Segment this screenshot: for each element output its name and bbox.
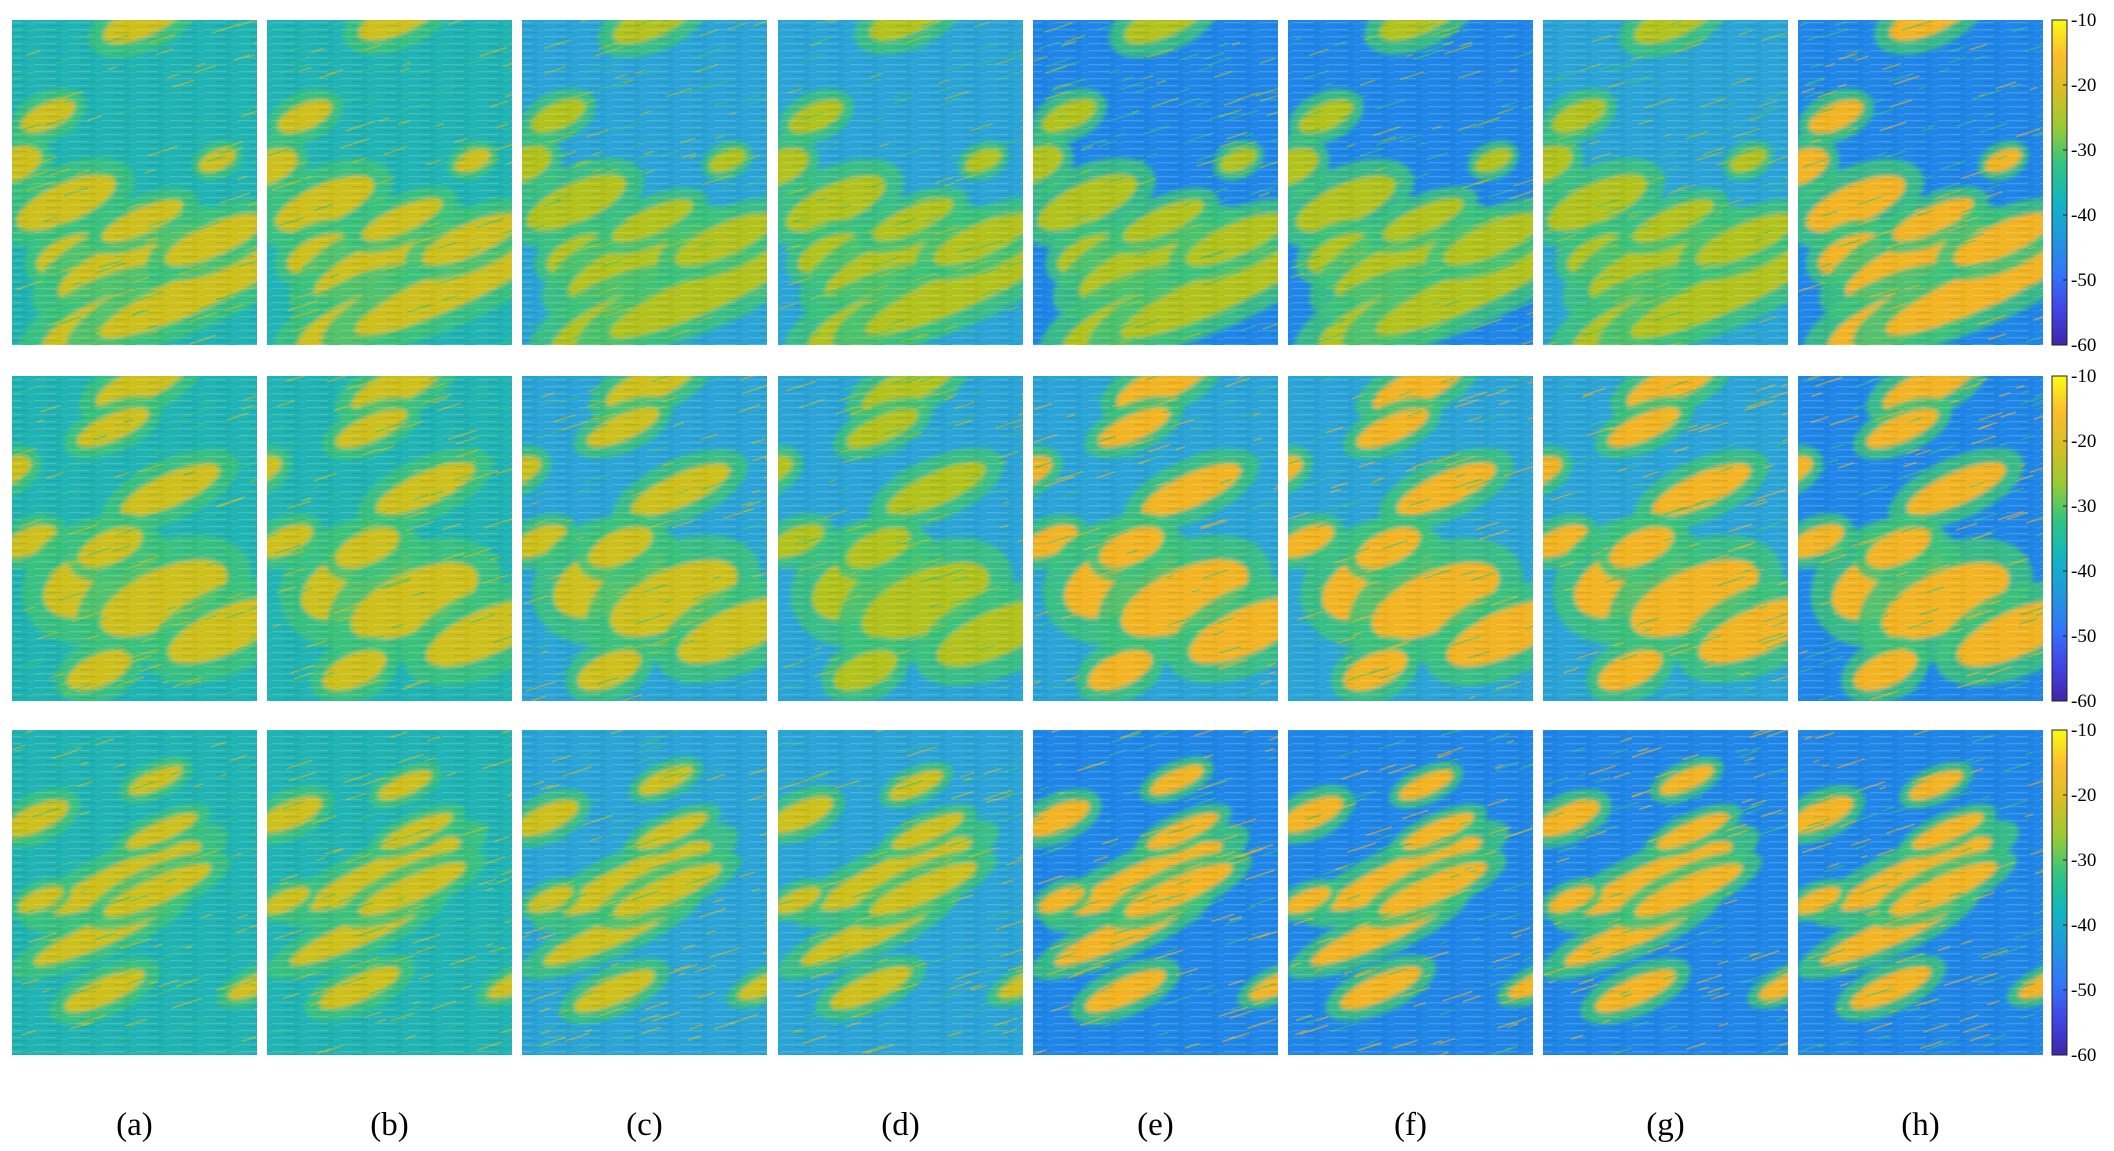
- panel-label-a: (a): [116, 1107, 153, 1143]
- panel-label-f: (f): [1394, 1107, 1427, 1143]
- streak-texture: [1543, 376, 1788, 701]
- heatmap-panel-r1-c6: [1288, 20, 1533, 345]
- streak-texture: [1798, 730, 2043, 1055]
- streak-texture: [267, 20, 512, 345]
- streak-texture: [778, 376, 1023, 701]
- colorbar-tick-label: -10: [2071, 366, 2096, 387]
- colorbar-gradient: [2051, 375, 2068, 702]
- colorbar-tick-label: -60: [2071, 1045, 2096, 1066]
- colorbar-2: -10 -20 -30 -40 -50 -60: [2051, 366, 2096, 712]
- heatmap-panel-r2-c7: [1543, 376, 1788, 701]
- colorbar-3: -10 -20 -30 -40 -50 -60: [2051, 720, 2096, 1066]
- streak-texture: [1033, 376, 1278, 701]
- panel-label-b: (b): [370, 1107, 408, 1143]
- heatmap-panel-r3-c3: [522, 730, 767, 1055]
- panel-label-c: (c): [626, 1107, 663, 1143]
- heatmap-panel-r3-c1: [12, 730, 257, 1055]
- streak-texture: [522, 730, 767, 1055]
- colorbar-tick-label: -20: [2071, 75, 2096, 96]
- heatmap-panel-r2-c4: [778, 376, 1023, 701]
- heatmap-panel-r2-c2: [267, 376, 512, 701]
- colorbar-tick-label: -60: [2071, 691, 2096, 712]
- heatmap-panel-r3-c2: [267, 730, 512, 1055]
- colorbar-tick-label: -40: [2071, 205, 2096, 226]
- colorbar-tick-label: -30: [2071, 496, 2096, 517]
- panel-label-g: (g): [1646, 1107, 1684, 1143]
- heatmap-panel-r1-c1: [12, 20, 257, 345]
- colorbar-tick-label: -60: [2071, 335, 2096, 356]
- streak-texture: [267, 730, 512, 1055]
- colorbar-tick-label: -10: [2071, 720, 2096, 741]
- heatmap-panel-r1-c8: [1798, 20, 2043, 345]
- streak-texture: [1288, 730, 1533, 1055]
- streak-texture: [522, 376, 767, 701]
- colorbar-gradient: [2051, 19, 2068, 346]
- panel-label-e: (e): [1137, 1107, 1174, 1143]
- heatmap-panel-r2-c8: [1798, 376, 2043, 701]
- colorbar-tick-label: -50: [2071, 626, 2096, 647]
- heatmap-panel-r2-c5: [1033, 376, 1278, 701]
- colorbar-tick-label: -50: [2071, 270, 2096, 291]
- colorbar-tick-label: -30: [2071, 140, 2096, 161]
- heatmap-panel-r2-c1: [12, 376, 257, 701]
- heatmap-panel-r1-c2: [267, 20, 512, 345]
- streak-texture: [1288, 376, 1533, 701]
- colorbar-tick-label: -40: [2071, 915, 2096, 936]
- streak-texture: [267, 376, 512, 701]
- heatmap-panel-r3-c5: [1033, 730, 1278, 1055]
- streak-texture: [1033, 20, 1278, 345]
- heatmap-panel-r1-c4: [778, 20, 1023, 345]
- heatmap-panel-r2-c3: [522, 376, 767, 701]
- colorbar-tick-label: -50: [2071, 980, 2096, 1001]
- heatmap-panel-r1-c3: [522, 20, 767, 345]
- heatmap-panel-r1-c5: [1033, 20, 1278, 345]
- heatmap-panel-r1-c7: [1543, 20, 1788, 345]
- streak-texture: [522, 20, 767, 345]
- streak-texture: [1798, 20, 2043, 345]
- streak-texture: [778, 20, 1023, 345]
- streak-texture: [1033, 730, 1278, 1055]
- streak-texture: [1288, 20, 1533, 345]
- heatmap-panel-r3-c8: [1798, 730, 2043, 1055]
- colorbar-tick-label: -10: [2071, 10, 2096, 31]
- streak-texture: [12, 730, 257, 1055]
- panel-label-h: (h): [1901, 1107, 1939, 1143]
- heatmap-panel-r2-c6: [1288, 376, 1533, 701]
- colorbar-gradient: [2051, 729, 2068, 1056]
- colorbar-tick-label: -20: [2071, 785, 2096, 806]
- streak-texture: [12, 20, 257, 345]
- heatmap-panel-r3-c4: [778, 730, 1023, 1055]
- colorbar-tick-label: -30: [2071, 850, 2096, 871]
- streak-texture: [12, 376, 257, 701]
- colorbar-tick-label: -40: [2071, 561, 2096, 582]
- colorbar-1: -10 -20 -30 -40 -50 -60: [2051, 10, 2096, 356]
- colorbar-tick-label: -20: [2071, 431, 2096, 452]
- streak-texture: [1543, 730, 1788, 1055]
- heatmap-panel-r3-c7: [1543, 730, 1788, 1055]
- heatmap-panel-r3-c6: [1288, 730, 1533, 1055]
- streak-texture: [1798, 376, 2043, 701]
- panel-label-d: (d): [881, 1107, 919, 1143]
- streak-texture: [1543, 20, 1788, 345]
- streak-texture: [778, 730, 1023, 1055]
